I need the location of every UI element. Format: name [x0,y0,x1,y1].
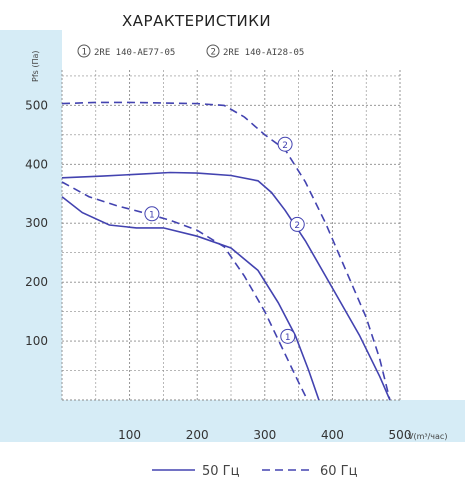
model-1-name: 2RE 140-AE77-05 [94,48,175,58]
model-marker-1-label: 1 [82,48,87,58]
y-tick-label: 300 [25,216,48,230]
frequency-legend: 50 Гц 60 Гц [152,464,358,479]
model-marker-1 [77,44,91,58]
chart-title: ХАРАКТЕРИСТИКИ [122,12,271,30]
y-tick-label: 100 [25,334,48,348]
x-tick-label: 200 [186,428,209,442]
y-tick-label: 200 [25,275,48,289]
x-tick-label: 400 [321,428,344,442]
axis-band-left [0,30,62,442]
curves [61,101,391,401]
x-axis-label: V(m³/час) [408,432,447,441]
model-2-name: 2RE 140-AI28-05 [223,48,304,58]
model-marker-2 [206,44,220,58]
model-legend: 1 2RE 140-AE77-05 2 2RE 140-AI28-05 [77,44,304,58]
grid [61,70,401,401]
y-tick-label: 400 [25,157,48,171]
x-tick-label: 300 [253,428,276,442]
x-tick-label: 100 [118,428,141,442]
series-line-1-60hz [61,181,309,401]
curve-marker-circle [144,206,160,222]
curve-marker-label: 1 [149,210,155,220]
curve-marker-label: 2 [282,141,288,151]
series-line-2-60hz [61,101,391,401]
curve-marker-circle [289,216,305,232]
legend-50hz: 50 Гц [202,464,240,479]
curve-marker-circle [277,136,293,152]
x-tick-label: 500 [389,428,412,442]
curve-markers: 1 1 2 2 [144,136,305,344]
series-line-2-50hz [61,171,391,401]
axis-band-bottom [0,400,465,442]
y-tick-label: 500 [25,98,48,112]
y-axis-label: Pfs (Па) [31,50,40,82]
series-line-1-50hz [61,196,320,401]
curve-marker-circle [280,328,296,344]
curve-marker-label: 2 [294,221,300,231]
model-marker-2-label: 2 [211,48,216,58]
x-tick-labels: 100 200 300 400 500 [118,428,411,442]
legend-60hz: 60 Гц [320,464,358,479]
y-tick-labels: 100 200 300 400 500 [25,98,48,348]
curve-marker-label: 1 [285,333,291,343]
